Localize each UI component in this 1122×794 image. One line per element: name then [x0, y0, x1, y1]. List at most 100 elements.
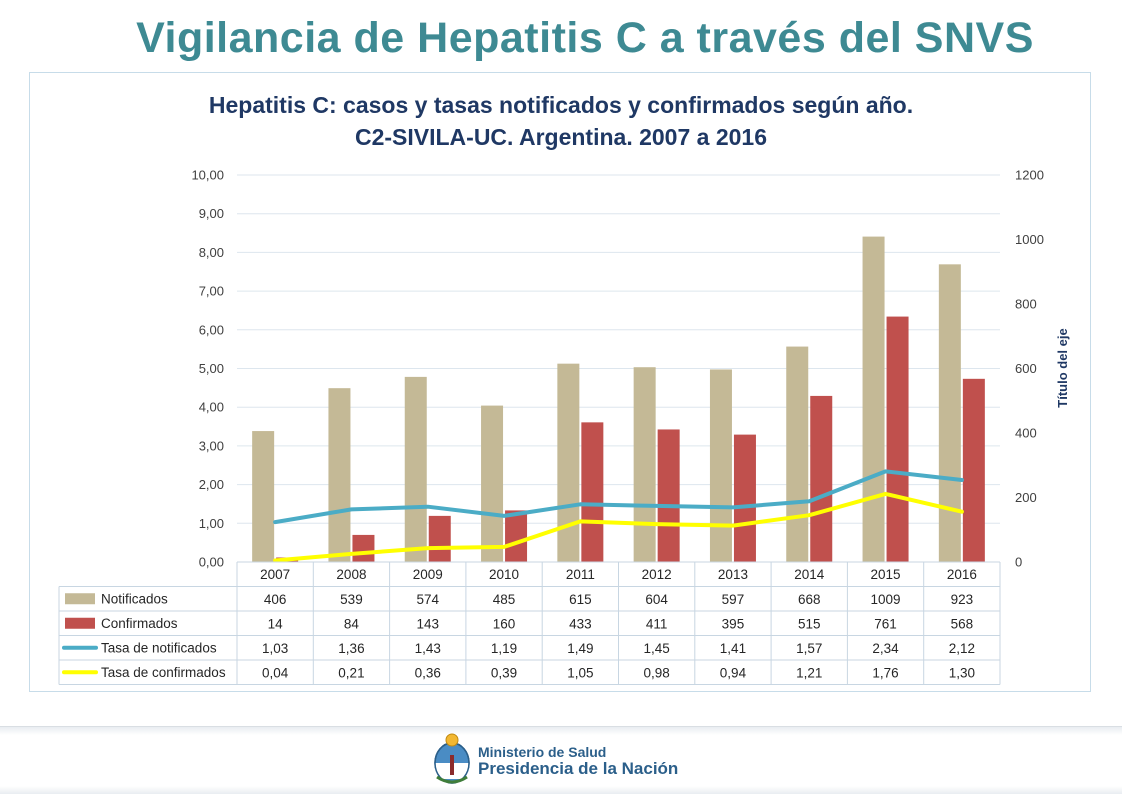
bar-confirmados [581, 422, 604, 562]
table-cell: 1,05 [567, 665, 593, 680]
chart-title-line1: Hepatitis C: casos y tasas notificados y… [208, 92, 914, 118]
bar-confirmados [962, 378, 985, 562]
table-year-label: 2012 [642, 567, 672, 582]
table-cell: 597 [722, 592, 745, 607]
table-cell: 515 [798, 616, 821, 631]
table-cell: 0,94 [720, 665, 747, 680]
bar-notificados [481, 405, 504, 562]
presidency-name: Presidencia de la Nación [478, 759, 679, 778]
table-cell: 539 [340, 592, 363, 607]
legend-swatch [65, 593, 95, 605]
line-tasa-de-confirmados [273, 491, 964, 563]
left-tick-label: 9,00 [199, 206, 224, 221]
table-cell: 1,41 [720, 641, 746, 656]
table-cell: 1,03 [262, 641, 288, 656]
table-cell: 668 [798, 592, 821, 607]
right-tick-label: 600 [1015, 361, 1037, 376]
right-tick-label: 800 [1015, 297, 1037, 312]
table-cell: 1,21 [796, 665, 822, 680]
table-cell: 0,98 [644, 665, 670, 680]
table-cell: 1,19 [491, 641, 517, 656]
legend-swatch [65, 617, 95, 629]
right-tick-label: 1200 [1015, 168, 1044, 183]
left-tick-label: 0,00 [199, 555, 224, 570]
bar-notificados [938, 264, 961, 562]
table-year-label: 2008 [336, 567, 366, 582]
bar-notificados [633, 367, 656, 562]
table-cell: 761 [874, 616, 897, 631]
table-cell: 923 [951, 592, 974, 607]
left-tick-label: 10,00 [191, 168, 224, 183]
table-year-label: 2011 [566, 567, 595, 582]
right-tick-label: 0 [1015, 555, 1022, 570]
bar-confirmados [428, 515, 451, 562]
slide-title: Vigilancia de Hepatitis C a través del S… [136, 14, 1034, 62]
table-year-label: 2015 [871, 567, 901, 582]
table-year-label: 2013 [718, 567, 748, 582]
table-cell: 160 [493, 616, 516, 631]
bar-notificados [786, 346, 809, 562]
table-cell: 0,04 [262, 665, 289, 680]
bar-notificados [557, 363, 580, 562]
table-year-label: 2014 [794, 567, 825, 582]
bar-confirmados [810, 395, 833, 562]
table-cell: 433 [569, 616, 592, 631]
table-cell: 1,49 [567, 641, 593, 656]
lines [273, 469, 964, 563]
left-tick-label: 8,00 [199, 245, 224, 260]
bar-notificados [252, 431, 275, 562]
legend-label: Confirmados [101, 616, 178, 631]
bar-confirmados [886, 316, 909, 562]
table-year-label: 2010 [489, 567, 519, 582]
right-axis-ticks: 0 200 400 600 800 1000 1200 [1015, 168, 1044, 570]
table-cell: 395 [722, 616, 745, 631]
left-tick-label: 5,00 [199, 361, 224, 376]
legend-label: Notificados [101, 591, 168, 606]
table-cell: 1,76 [872, 665, 898, 680]
table-cell: 84 [344, 616, 360, 631]
table-cell: 406 [264, 592, 287, 607]
left-tick-label: 6,00 [199, 322, 224, 337]
left-tick-label: 4,00 [199, 400, 224, 415]
bar-notificados [328, 388, 351, 562]
chart-svg: 0,00 1,00 2,00 3,00 4,00 5,00 6,00 7,00 8,00 9,00… [58, 168, 1070, 685]
table-cell: 143 [416, 616, 439, 631]
right-axis-title: Título del eje [1055, 328, 1070, 407]
table-year-label: 2016 [947, 567, 977, 582]
table-cell: 574 [416, 592, 439, 607]
bar-notificados [709, 369, 732, 562]
table-cell: 615 [569, 592, 592, 607]
bar-confirmados [733, 434, 756, 562]
argentina-crest-icon [434, 733, 470, 784]
table-cell: 2,34 [872, 641, 899, 656]
table-cell: 2,12 [949, 641, 975, 656]
table-cell: 1009 [871, 592, 901, 607]
table-cell: 0,21 [338, 665, 364, 680]
bar-confirmados [657, 429, 680, 562]
ministry-name: Ministerio de Salud [478, 744, 607, 760]
bar-confirmados [352, 534, 375, 562]
left-axis-ticks: 0,00 1,00 2,00 3,00 4,00 5,00 6,00 7,00 8,00 9,00… [191, 168, 224, 570]
line-tasa-de-notificados [273, 469, 964, 525]
left-tick-label: 1,00 [199, 516, 224, 531]
left-tick-label: 3,00 [199, 438, 224, 453]
left-tick-label: 2,00 [199, 477, 224, 492]
table-cell: 485 [493, 592, 516, 607]
table-cell: 1,57 [796, 641, 822, 656]
table-cell: 604 [645, 592, 668, 607]
data-table: 2007 2008 2009 2010 2011 2012 2013 2014 2015 2016… [58, 561, 1001, 685]
right-tick-label: 1000 [1015, 232, 1044, 247]
table-cell: 1,43 [415, 641, 441, 656]
table-cell: 0,36 [415, 665, 441, 680]
table-year-label: 2009 [413, 567, 443, 582]
table-year-label: 2007 [260, 567, 290, 582]
legend-label: Tasa de confirmados [101, 665, 226, 680]
right-tick-label: 400 [1015, 426, 1037, 441]
table-cell: 0,39 [491, 665, 517, 680]
bar-confirmados [505, 510, 528, 562]
bar-notificados [862, 236, 885, 562]
table-cell: 1,36 [338, 641, 364, 656]
table-cell: 14 [268, 616, 284, 631]
chart-title-line2: C2-SIVILA-UC. Argentina. 2007 a 2016 [354, 124, 767, 150]
footer-band [0, 726, 1122, 794]
